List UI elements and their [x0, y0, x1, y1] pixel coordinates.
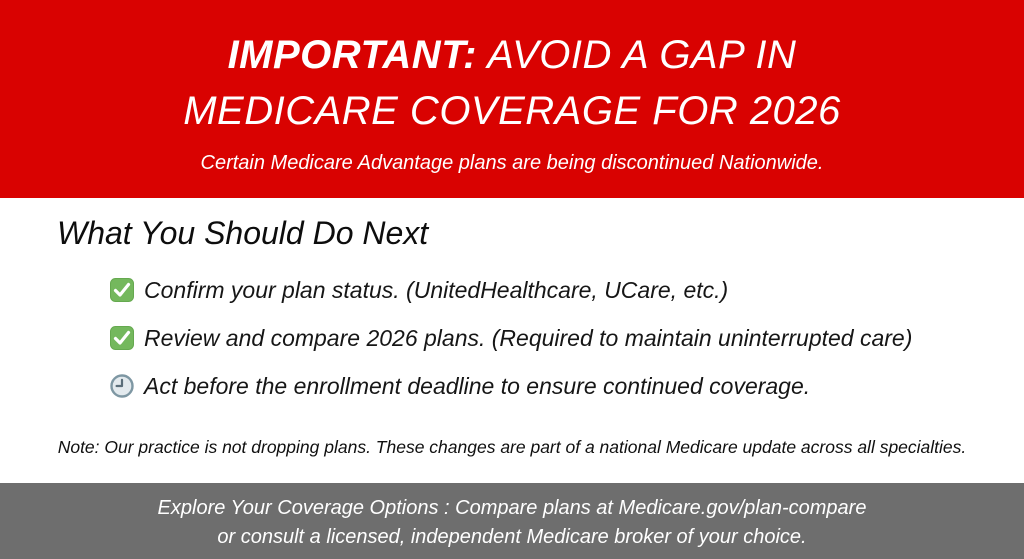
banner-headline-line1: IMPORTANT: AVOID A GAP IN: [228, 33, 797, 77]
banner-headline: IMPORTANT: AVOID A GAP IN MEDICARE COVER…: [0, 27, 1024, 139]
body-section: What You Should Do Next Confirm your pla…: [0, 198, 1024, 483]
checklist-item-text: Confirm your plan status. (UnitedHealthc…: [144, 276, 729, 303]
checklist-item: Act before the enrollment deadline to en…: [110, 372, 1024, 400]
checklist-item: Confirm your plan status. (UnitedHealthc…: [110, 276, 1024, 304]
checklist-item: Review and compare 2026 plans. (Required…: [110, 324, 1024, 352]
footer-line-1: Explore Your Coverage Options : Compare …: [157, 497, 867, 519]
checklist-item-text: Review and compare 2026 plans. (Required…: [144, 324, 913, 351]
headline-line1-rest: AVOID A GAP IN: [476, 33, 797, 77]
clock-icon: [110, 374, 134, 398]
banner-subtitle: Certain Medicare Advantage plans are bei…: [200, 152, 824, 174]
practice-note: Note: Our practice is not dropping plans…: [57, 437, 967, 457]
body-heading: What You Should Do Next: [57, 215, 429, 251]
green-check-icon: [110, 326, 134, 350]
footer-bar: Explore Your Coverage Options : Compare …: [0, 483, 1024, 559]
headline-important-label: IMPORTANT:: [227, 33, 477, 77]
green-check-icon: [110, 278, 134, 302]
checklist-item-text: Act before the enrollment deadline to en…: [144, 372, 811, 399]
banner-headline-line2: MEDICARE COVERAGE FOR 2026: [183, 89, 841, 133]
alert-banner: IMPORTANT: AVOID A GAP IN MEDICARE COVER…: [0, 0, 1024, 198]
checklist: Confirm your plan status. (UnitedHealthc…: [110, 276, 1024, 400]
footer-line-2: or consult a licensed, independent Medic…: [217, 526, 807, 548]
